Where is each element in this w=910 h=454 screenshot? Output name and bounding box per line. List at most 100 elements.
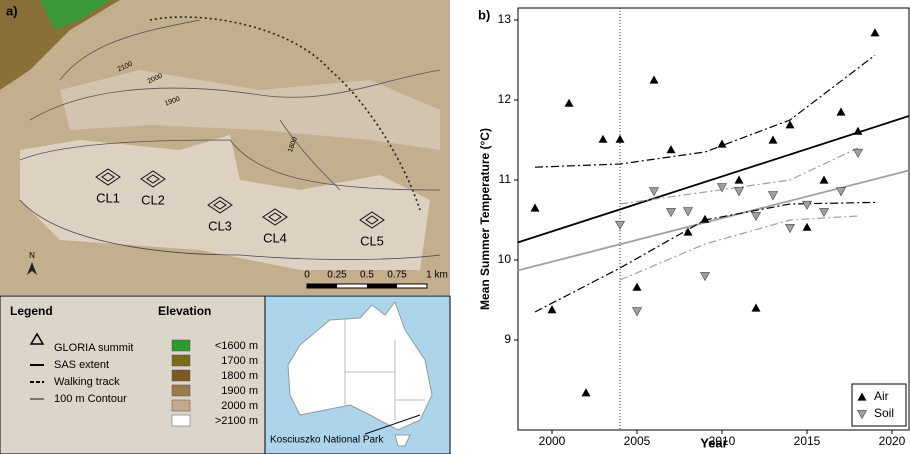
elevation-swatch <box>171 339 191 352</box>
legend-symbol <box>29 332 45 345</box>
elevation-label: >2100 m <box>215 415 258 427</box>
legend-label: 100 m Contour <box>54 393 127 405</box>
scale-label: 0.75 <box>387 270 407 281</box>
point <box>649 75 659 84</box>
y-tick-label: 11 <box>499 172 512 186</box>
site-marker <box>207 196 233 214</box>
panel-label: b) <box>478 7 490 22</box>
north-label: N <box>29 251 35 260</box>
x-tick-label: 2020 <box>879 434 906 448</box>
site-label: CL3 <box>208 218 232 233</box>
legend-label: GLORIA summit <box>54 342 133 354</box>
point <box>751 303 761 312</box>
elevation-swatch <box>171 384 191 397</box>
plot-frame <box>517 7 910 431</box>
x-tick-label: 2005 <box>624 434 651 448</box>
point <box>682 207 694 217</box>
site-marker <box>262 208 288 226</box>
site-marker <box>359 211 385 229</box>
terrain-green <box>40 0 110 30</box>
y-tick-label: 10 <box>498 252 512 266</box>
y-tick-label: 12 <box>498 92 512 106</box>
point <box>631 307 643 317</box>
site-label: CL5 <box>360 233 384 248</box>
x-tick-label: 2000 <box>539 434 566 448</box>
point <box>598 134 608 143</box>
point <box>734 175 744 184</box>
point <box>733 187 745 197</box>
trend-line <box>619 147 859 205</box>
point <box>700 214 710 223</box>
australia <box>287 300 433 431</box>
point <box>853 126 863 135</box>
point <box>802 222 812 231</box>
site-label: CL4 <box>263 230 287 245</box>
point <box>836 107 846 116</box>
elevation-swatch <box>171 354 191 367</box>
legend-panel <box>0 295 266 454</box>
site-label: CL2 <box>141 192 165 207</box>
legend-marker <box>856 410 868 420</box>
contour-label: 1900 <box>164 96 181 108</box>
scale-label: 0.5 <box>360 270 374 281</box>
scale-label: 0 <box>304 270 310 281</box>
legend-box <box>851 383 907 427</box>
walking-track <box>149 16 421 211</box>
north-arrow <box>27 262 37 275</box>
point <box>768 135 778 144</box>
panel-label: a) <box>6 3 18 18</box>
plateau <box>20 135 430 270</box>
point <box>717 139 727 148</box>
point <box>819 175 829 184</box>
x-tick-label: 2015 <box>794 434 821 448</box>
x-tick-label: 2010 <box>709 434 736 448</box>
trend-line <box>517 169 910 272</box>
elevation-title: Elevation <box>158 304 211 318</box>
point <box>683 227 693 236</box>
x-axis-label: Year <box>700 435 727 450</box>
y-axis-label: Mean Summer Temperature (°C) <box>478 128 492 310</box>
tasmania <box>394 434 411 447</box>
site-marker <box>140 170 166 188</box>
scale-bar-segment <box>367 284 397 288</box>
legend-label: SAS extent <box>54 359 109 371</box>
scale-bar-segment <box>307 284 337 288</box>
point <box>648 187 660 197</box>
elevation-label: <1600 m <box>215 340 258 352</box>
scale-label: 1 km <box>426 270 448 281</box>
inset-label: Kosciuszko National Park <box>270 435 384 446</box>
elevation-label: 1900 m <box>221 385 258 397</box>
point <box>666 145 676 154</box>
point <box>614 220 626 230</box>
legend-title: Legend <box>10 304 53 318</box>
site-label: CL1 <box>96 190 120 205</box>
elevation-swatch <box>171 414 191 427</box>
point <box>564 98 574 107</box>
point <box>870 28 880 37</box>
sas-extent <box>19 199 441 260</box>
point <box>632 282 642 291</box>
ridge <box>60 70 440 150</box>
point <box>801 200 813 210</box>
point <box>615 134 625 143</box>
elevation-label: 2000 m <box>221 400 258 412</box>
point <box>835 187 847 197</box>
elevation-swatch <box>171 399 191 412</box>
elevation-label: 1800 m <box>221 370 258 382</box>
point <box>547 305 557 314</box>
trend-line <box>534 54 876 168</box>
point <box>785 120 795 129</box>
point <box>699 272 711 282</box>
contour-line <box>19 19 441 191</box>
legend-marker <box>857 392 867 401</box>
scale-label: 0.25 <box>327 270 347 281</box>
point <box>818 208 830 218</box>
trend-line <box>517 115 910 244</box>
elevation-swatch <box>171 369 191 382</box>
legend-label: Soil <box>874 406 894 420</box>
site-marker <box>95 168 121 186</box>
y-tick-label: 13 <box>498 12 512 26</box>
point <box>530 203 540 212</box>
legend-label: Walking track <box>54 376 120 388</box>
